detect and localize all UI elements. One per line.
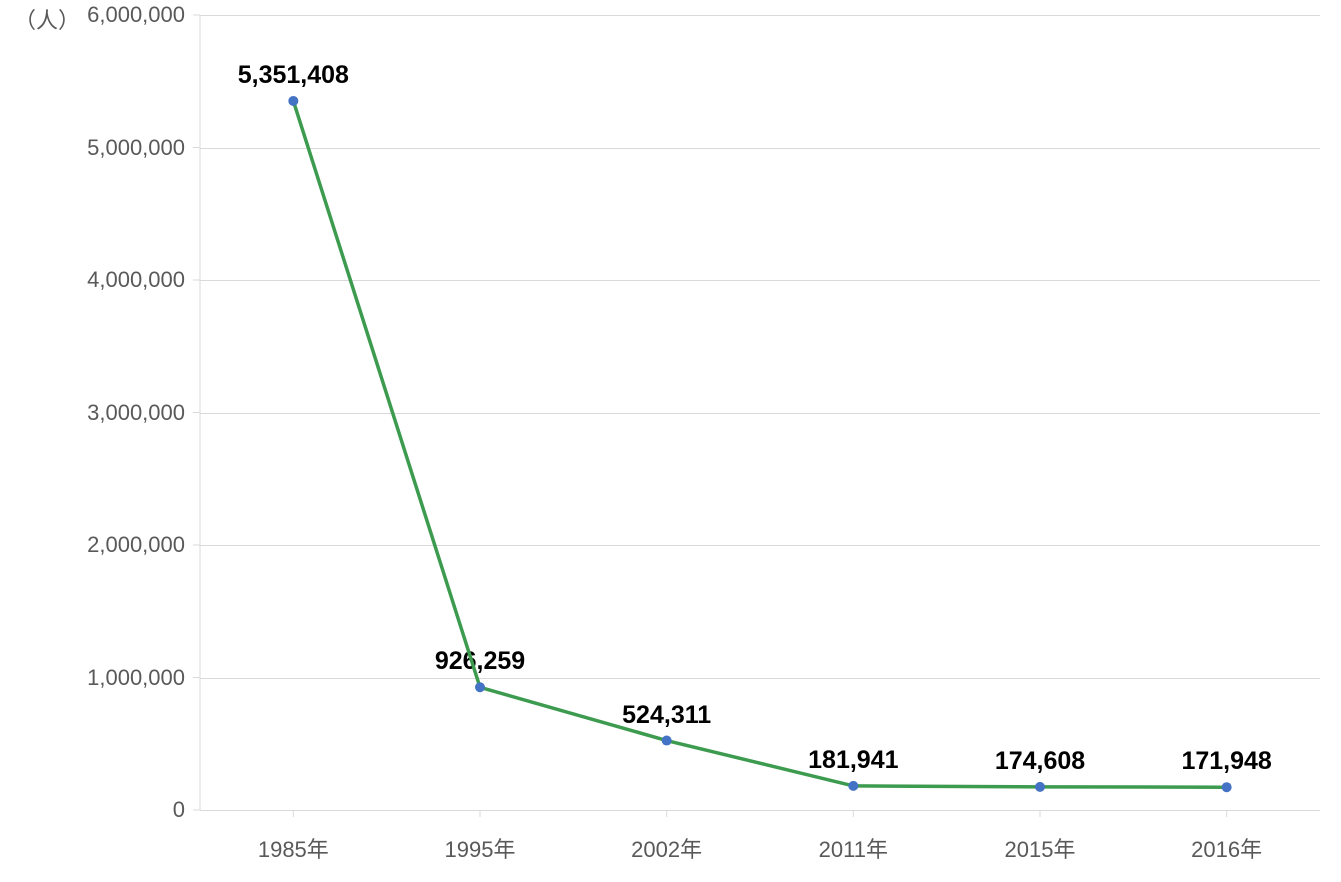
data-marker bbox=[848, 781, 858, 791]
data-marker bbox=[1222, 782, 1232, 792]
data-marker bbox=[475, 682, 485, 692]
line-chart: （人） 01,000,0002,000,0003,000,0004,000,00… bbox=[0, 0, 1341, 882]
data-marker bbox=[1035, 782, 1045, 792]
plot-svg bbox=[0, 0, 1341, 882]
data-marker bbox=[662, 736, 672, 746]
line-series bbox=[293, 101, 1226, 787]
data-marker bbox=[288, 96, 298, 106]
